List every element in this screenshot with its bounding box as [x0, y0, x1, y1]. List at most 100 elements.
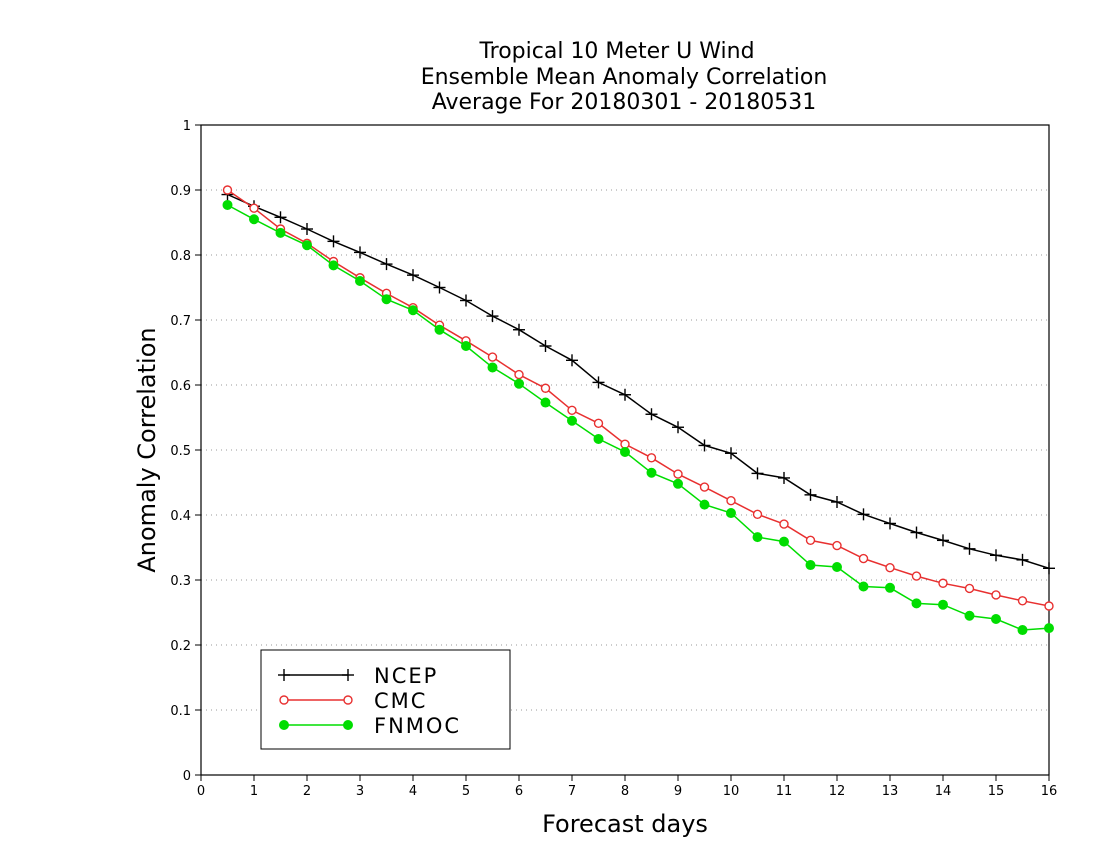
cmc-point: [249, 203, 259, 213]
fnmoc-point: [938, 599, 948, 610]
series-layer: [221, 185, 1055, 636]
cmc-point: [858, 553, 869, 564]
x-axis: 0 1 2 3 4 5 6 7 8 9 10 11 12 13 14 15 16: [197, 775, 1057, 799]
ncep-point: [407, 269, 419, 282]
cmc-point: [699, 482, 710, 492]
cmc-point: [620, 439, 630, 449]
fnmoc-point: [673, 478, 683, 489]
cmc-point: [911, 571, 922, 581]
x-tick-label: 16: [1041, 784, 1058, 799]
legend-marker-fnmoc: [279, 720, 289, 730]
ncep-point: [433, 281, 446, 294]
legend-marker-cmc: [343, 695, 353, 705]
ncep-point: [486, 310, 499, 323]
cmc-point: [646, 453, 657, 463]
cmc-point: [991, 590, 1001, 600]
cmc-point: [805, 535, 816, 546]
ncep-point: [327, 235, 340, 248]
cmc-point: [514, 369, 524, 380]
cmc-point: [673, 469, 683, 479]
legend-label-cmc: CMC: [374, 689, 427, 713]
ncep-point: [963, 542, 976, 555]
ncep-point: [1016, 553, 1029, 566]
fnmoc-point: [699, 499, 710, 510]
fnmoc-point: [991, 614, 1001, 624]
ncep-point: [778, 471, 790, 484]
x-tick-label: 15: [988, 784, 1005, 799]
ncep-point: [857, 508, 870, 521]
title-line-2: Ensemble Mean Anomaly Correlation: [421, 65, 828, 90]
series-fnmoc: [222, 199, 1054, 636]
fnmoc-point: [302, 240, 312, 251]
fnmoc-point: [222, 199, 233, 210]
fnmoc-point: [593, 433, 604, 444]
y-tick-label: 0.6: [170, 379, 191, 394]
cmc-point: [540, 383, 551, 393]
ncep-point: [751, 467, 764, 480]
ncep-point: [672, 421, 684, 434]
cmc-point: [222, 185, 233, 195]
ncep-point: [513, 323, 525, 336]
legend-item-ncep: NCEP: [278, 664, 438, 688]
legend-label-ncep: NCEP: [374, 664, 438, 688]
series-ncep: [221, 188, 1055, 575]
x-tick-label: 1: [250, 784, 258, 799]
fnmoc-point: [249, 214, 259, 225]
fnmoc-point: [911, 598, 922, 609]
fnmoc-point: [885, 582, 895, 593]
cmc-point: [752, 509, 763, 520]
ncep-point: [725, 447, 737, 460]
fnmoc-point: [434, 324, 445, 335]
ncep-point: [460, 294, 472, 307]
x-tick-label: 12: [829, 784, 846, 799]
ncep-point: [698, 439, 711, 452]
fnmoc-point: [540, 397, 551, 408]
x-axis-title: Forecast days: [542, 810, 708, 838]
fnmoc-point: [646, 467, 657, 478]
fnmoc-point: [752, 532, 763, 543]
fnmoc-point: [1017, 625, 1028, 636]
ncep-point: [831, 496, 843, 508]
ncep-point: [301, 223, 313, 235]
legend-marker-cmc: [279, 695, 289, 705]
legend-item-fnmoc: FNMOC: [279, 714, 459, 738]
cmc-point: [567, 405, 577, 416]
ncep-point: [884, 517, 896, 530]
ncep-point: [1043, 562, 1055, 575]
y-tick-label: 0.1: [170, 704, 191, 719]
fnmoc-point: [408, 305, 418, 316]
x-tick-label: 0: [197, 784, 205, 799]
fnmoc-line: [227, 204, 1050, 631]
x-tick-label: 2: [303, 784, 311, 799]
fnmoc-point: [381, 294, 392, 305]
cmc-point: [832, 540, 842, 551]
cmc-point: [1044, 601, 1054, 611]
ncep-point: [566, 354, 578, 367]
y-tick-label: 0: [183, 769, 191, 784]
cmc-point: [779, 519, 789, 529]
fnmoc-point: [514, 378, 524, 389]
y-tick-label: 0.4: [170, 509, 191, 524]
ncep-point: [619, 388, 631, 401]
cmc-point: [885, 562, 895, 573]
y-tick-label: 1: [183, 119, 191, 134]
y-tick-label: 0.5: [170, 444, 191, 459]
y-tick-label: 0.8: [170, 249, 191, 264]
ncep-point: [592, 376, 605, 389]
legend-marker-ncep: [342, 669, 354, 681]
y-tick-label: 0.2: [170, 639, 191, 654]
y-axis-title: Anomaly Correlation: [133, 327, 161, 572]
title-line-3: Average For 20180301 - 20180531: [432, 90, 817, 115]
legend-marker-fnmoc: [343, 720, 353, 730]
series-cmc: [222, 185, 1054, 611]
fnmoc-point: [487, 362, 498, 373]
ncep-point: [937, 534, 949, 547]
fnmoc-point: [620, 446, 630, 457]
fnmoc-point: [832, 562, 842, 572]
fnmoc-point: [355, 276, 365, 286]
ncep-point: [804, 488, 817, 501]
cmc-point: [726, 496, 736, 506]
y-tick-label: 0.7: [170, 314, 191, 329]
